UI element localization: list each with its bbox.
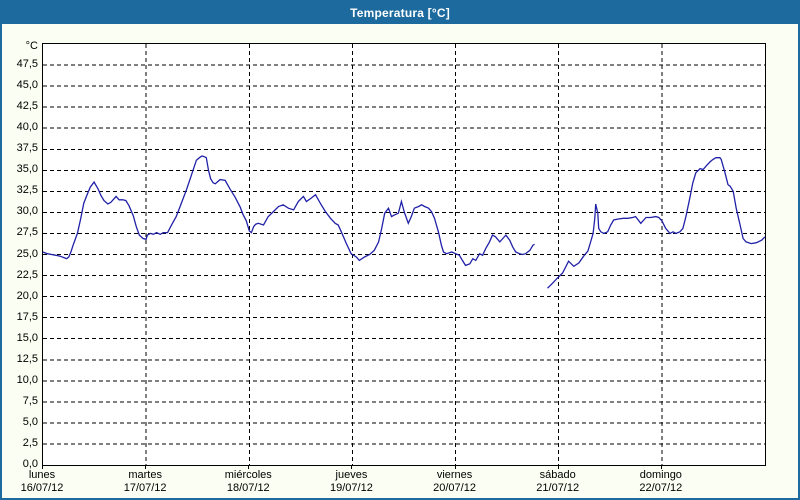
x-tick-label: sábado 21/07/12 — [510, 469, 606, 495]
x-tick-day-name: sábado — [539, 469, 576, 481]
temperature-line-segment — [547, 157, 765, 289]
x-axis-tick — [248, 465, 250, 469]
y-tick-label: 27,5 — [16, 226, 38, 239]
y-tick-label: 30,0 — [16, 205, 38, 218]
x-tick-label: jueves 19/07/12 — [303, 469, 399, 495]
x-tick-date: 22/07/12 — [639, 482, 683, 494]
x-tick-day-name: martes — [128, 469, 162, 481]
x-axis-tick — [454, 465, 456, 469]
y-tick-label: 45,0 — [16, 79, 38, 92]
y-tick-label: 37,5 — [16, 142, 38, 155]
x-axis-tick — [351, 465, 353, 469]
x-axis-tick — [660, 465, 662, 469]
x-tick-day-name: domingo — [639, 469, 682, 481]
y-tick-label: 7,5 — [22, 394, 38, 407]
x-tick-date: 21/07/12 — [536, 482, 580, 494]
x-tick-label: domingo 22/07/12 — [613, 469, 709, 495]
y-tick-label: 2,5 — [22, 436, 38, 449]
x-tick-date: 19/07/12 — [330, 482, 373, 494]
y-tick-label: 5,0 — [22, 415, 38, 428]
temperature-chart-svg — [43, 44, 765, 465]
y-axis-unit-label: °C — [25, 40, 38, 52]
y-tick-label: 0,0 — [22, 458, 38, 470]
x-tick-day-name: miércoles — [224, 469, 272, 481]
x-tick-label: lunes 16/07/12 — [2, 469, 90, 495]
vertical-gridlines — [145, 44, 663, 465]
x-tick-label: viernes 20/07/12 — [407, 469, 503, 495]
y-tick-label: 10,0 — [16, 373, 38, 386]
x-tick-date: 17/07/12 — [123, 482, 167, 494]
title-bar: Temperatura [°C] — [2, 2, 798, 24]
x-tick-label: miércoles 18/07/12 — [200, 469, 296, 495]
x-axis-tick — [557, 465, 559, 469]
temperature-line-segment — [43, 155, 535, 267]
y-tick-label: 20,0 — [16, 289, 38, 302]
horizontal-gridlines — [43, 64, 765, 445]
x-tick-date: 16/07/12 — [20, 482, 64, 494]
y-tick-label: 42,5 — [16, 100, 38, 113]
y-tick-label: 15,0 — [16, 331, 38, 344]
x-tick-label: martes 17/07/12 — [97, 469, 193, 495]
x-tick-date: 20/07/12 — [433, 482, 476, 494]
x-tick-date: 18/07/12 — [226, 482, 270, 494]
y-tick-label: 17,5 — [16, 310, 38, 323]
x-axis-tick — [145, 465, 147, 469]
x-axis-tick — [42, 465, 43, 469]
x-tick-day-name: lunes — [28, 469, 56, 481]
y-tick-label: 32,5 — [16, 184, 38, 197]
y-tick-label: 35,0 — [16, 163, 38, 176]
x-tick-day-name: viernes — [436, 469, 473, 481]
y-tick-label: 12,5 — [16, 352, 38, 365]
x-tick-day-name: jueves — [335, 469, 368, 481]
temperature-line — [43, 155, 765, 289]
y-tick-label: 25,0 — [16, 247, 38, 260]
plot-area — [42, 43, 766, 466]
y-tick-label: 40,0 — [16, 121, 38, 134]
y-tick-label: 22,5 — [16, 268, 38, 281]
y-tick-label: 47,5 — [16, 58, 38, 71]
chart-title: Temperatura [°C] — [350, 6, 450, 20]
